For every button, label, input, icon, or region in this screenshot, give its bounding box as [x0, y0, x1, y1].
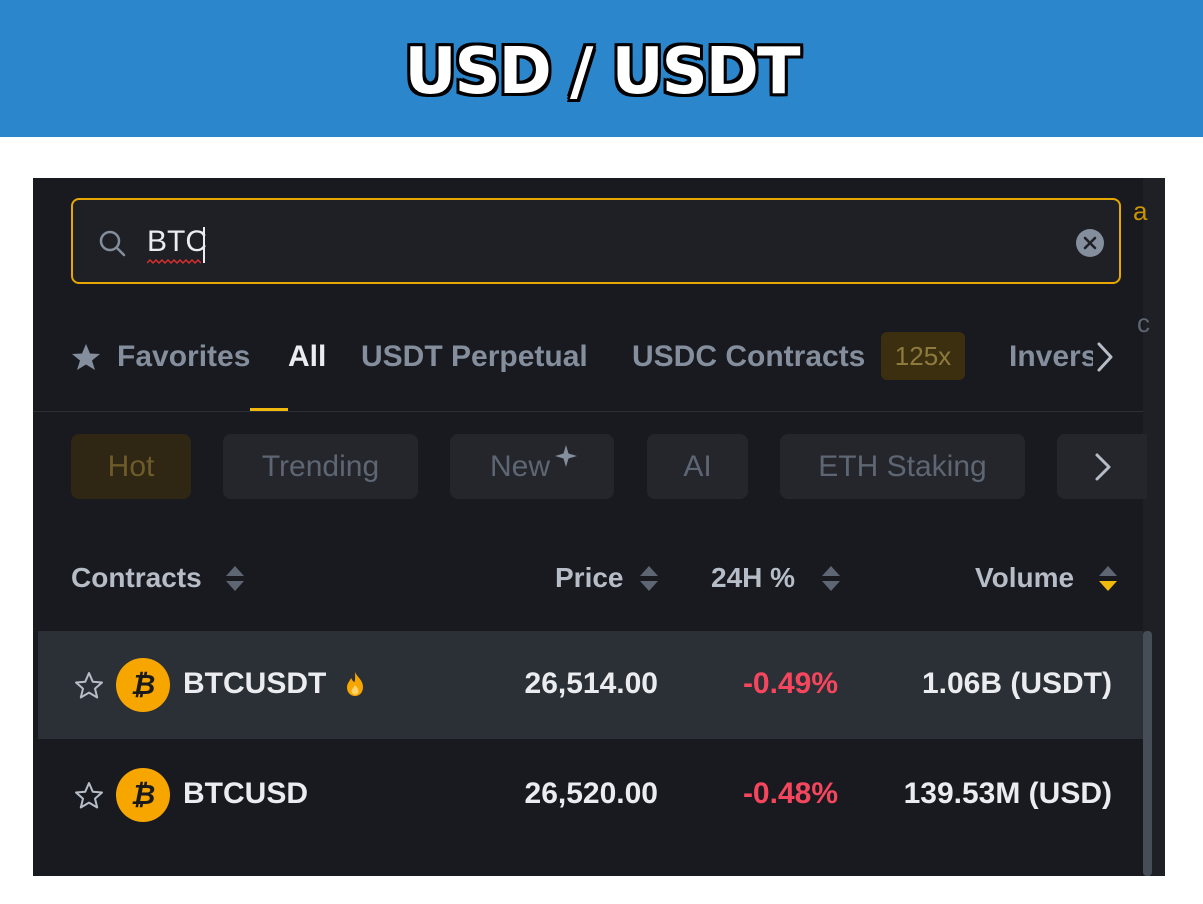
- scrollbar[interactable]: [1143, 631, 1152, 876]
- chip-trending[interactable]: Trending: [223, 434, 418, 499]
- title-banner: USD / USDT: [0, 0, 1203, 137]
- banner-title: USD / USDT: [404, 35, 801, 109]
- clear-search-button[interactable]: [1076, 229, 1104, 257]
- star-icon: [72, 344, 100, 370]
- column-price[interactable]: Price: [555, 562, 624, 593]
- tabs-divider: [33, 411, 1143, 412]
- column-contracts[interactable]: Contracts: [71, 562, 202, 593]
- bitcoin-icon: ₿: [116, 658, 170, 712]
- chip-eth-staking[interactable]: ETH Staking: [780, 434, 1025, 499]
- chip-ai[interactable]: AI: [647, 434, 748, 499]
- star-outline-icon[interactable]: [74, 781, 104, 809]
- change-24h: -0.48%: [742, 777, 838, 810]
- chip-new[interactable]: New: [450, 434, 614, 499]
- search-input[interactable]: BTC: [71, 198, 1121, 284]
- contract-symbol: BTCUSDT: [183, 667, 327, 700]
- contract-symbol: BTCUSD: [183, 777, 308, 810]
- tab-favorites[interactable]: Favorites: [117, 340, 251, 373]
- spellcheck-underline: [147, 259, 201, 264]
- contract-search-panel: a c s BTC Favorites All USDT Perpetual U…: [33, 178, 1165, 876]
- chevron-right-icon[interactable]: [1093, 338, 1117, 376]
- sort-icon-active[interactable]: [1098, 564, 1118, 594]
- star-outline-icon[interactable]: [74, 671, 104, 699]
- column-volume[interactable]: Volume: [975, 562, 1075, 593]
- leverage-badge: 125x: [881, 332, 965, 380]
- chips-scroll-right-button[interactable]: [1057, 434, 1147, 499]
- clear-icon: [1083, 236, 1097, 250]
- volume-24h: 139.53M (USD): [903, 777, 1112, 810]
- column-24h-change[interactable]: 24H %: [711, 562, 796, 593]
- sort-icon[interactable]: [225, 564, 245, 594]
- text-caret: [203, 227, 205, 263]
- search-icon: [99, 230, 126, 257]
- tab-all[interactable]: All: [288, 340, 327, 373]
- tab-usdt-perpetual[interactable]: USDT Perpetual: [361, 340, 588, 373]
- chevron-right-icon: [1095, 453, 1111, 481]
- search-value[interactable]: BTC: [147, 225, 207, 258]
- bitcoin-icon: ₿: [116, 768, 170, 822]
- fire-icon: [347, 672, 363, 696]
- table-row[interactable]: ₿ BTCUSDT 26,514.00 -0.49% 1.06B (USDT): [38, 631, 1143, 739]
- chip-hot[interactable]: Hot: [71, 434, 191, 499]
- volume-24h: 1.06B (USDT): [921, 667, 1112, 700]
- last-price: 26,514.00: [524, 667, 658, 700]
- tab-inverse[interactable]: Inverse: [1009, 340, 1099, 373]
- sort-icon[interactable]: [821, 564, 841, 594]
- category-tabs: Favorites All USDT Perpetual USDC Contra…: [71, 328, 1121, 388]
- sort-icon[interactable]: [639, 564, 659, 594]
- sparkle-icon: [555, 445, 577, 467]
- active-tab-indicator: [250, 408, 288, 411]
- tab-usdc-contracts[interactable]: USDC Contracts: [632, 340, 866, 373]
- last-price: 26,520.00: [524, 777, 658, 810]
- table-row[interactable]: ₿ BTCUSD 26,520.00 -0.48% 139.53M (USD): [38, 741, 1143, 849]
- change-24h: -0.49%: [742, 667, 838, 700]
